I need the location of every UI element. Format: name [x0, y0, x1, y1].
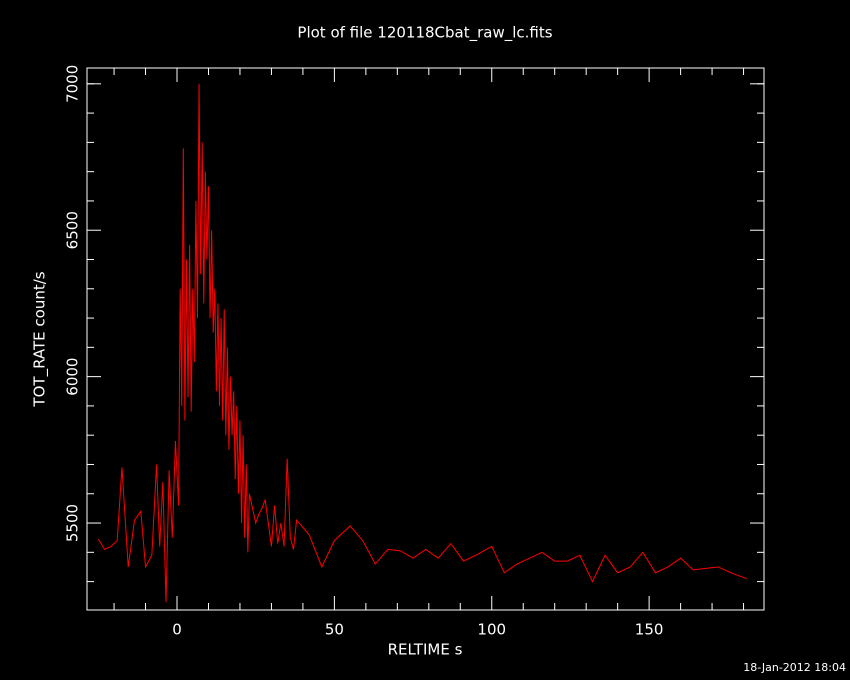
plot-frame: [86, 67, 765, 611]
x-tick-label: 100: [477, 621, 506, 639]
x-tick-label: 0: [172, 621, 182, 639]
y-axis-label: TOT_RATE count/s: [31, 271, 50, 407]
x-tick-label: 150: [635, 621, 664, 639]
timestamp: 18-Jan-2012 18:04: [743, 661, 846, 674]
y-tick-label: 6000: [64, 358, 82, 396]
data-line: [97, 83, 747, 603]
y-tick-label: 5500: [64, 504, 82, 542]
y-tick-label: 7000: [64, 65, 82, 103]
chart-title: Plot of file 120118Cbat_raw_lc.fits: [297, 24, 552, 43]
y-tick-label: 6500: [64, 211, 82, 249]
x-tick-label: 50: [325, 621, 344, 639]
x-axis-label: RELTIME s: [388, 641, 463, 659]
